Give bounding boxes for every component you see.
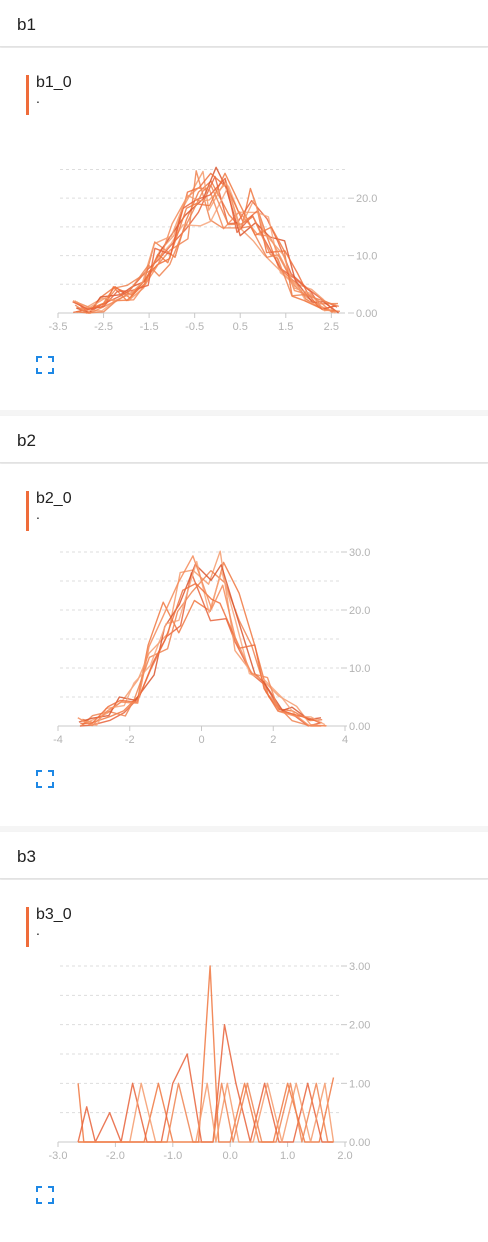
histogram-chart-b3: -3.0 -2.0 -1.0 0.0 1.0 2.00.00 1.00 2.00 3.00 — [49, 961, 371, 1162]
series-line — [76, 172, 340, 312]
chart-tag-title: b1_0 — [36, 74, 72, 91]
chart-card-b3: b3_0 . -3.0 -2.0 -1.0 0.0 1.0 2.0 0.00 1.00 2.00… — [0, 880, 488, 1242]
x-tick-label: -2 — [125, 734, 135, 746]
y-tick-label: 30.0 — [349, 547, 370, 559]
histogram-chart-b2: -4 -2 0 2 40.00 10.0 20.0 30.0 — [53, 547, 370, 746]
x-tick-label: -4 — [53, 734, 63, 746]
chart-tag-title: b2_0 — [36, 490, 72, 507]
y-tick-label: 2.00 — [349, 1020, 370, 1032]
chart-tag-subtitle: . — [36, 90, 40, 106]
section-title: b1 — [17, 15, 36, 34]
expand-icon[interactable] — [36, 1186, 54, 1204]
x-tick-label: -0.5 — [185, 321, 204, 333]
x-tick-label: 1.5 — [278, 321, 293, 333]
tag-color-bar — [26, 75, 29, 115]
series-line — [74, 184, 340, 314]
y-tick-label: 20.0 — [349, 605, 370, 617]
chart-tag-title: b3_0 — [36, 906, 72, 923]
x-tick-label: -2.5 — [94, 321, 113, 333]
chart-tag-subtitle: . — [36, 922, 40, 938]
y-tick-label: 1.00 — [349, 1078, 370, 1090]
expand-icon[interactable] — [36, 770, 54, 788]
y-tick-label: 3.00 — [349, 961, 370, 973]
x-tick-label: 4 — [342, 734, 348, 746]
chart-tag-subtitle: . — [36, 506, 40, 522]
y-tick-label: 0.00 — [356, 308, 377, 320]
series-line — [78, 563, 322, 723]
tag-color-bar — [26, 907, 29, 947]
x-tick-label: 0.5 — [233, 321, 248, 333]
x-tick-label: -3.5 — [49, 321, 68, 333]
y-tick-label: 10.0 — [356, 251, 377, 263]
x-tick-label: -1.5 — [140, 321, 159, 333]
x-tick-label: 0.0 — [223, 1150, 238, 1162]
series-line — [76, 187, 333, 314]
x-tick-label: 2.0 — [337, 1150, 352, 1162]
expand-icon[interactable] — [36, 356, 54, 374]
section-title: b2 — [17, 431, 36, 450]
x-tick-label: 2.5 — [324, 321, 339, 333]
x-tick-label: 2 — [270, 734, 276, 746]
section-title: b3 — [17, 847, 36, 866]
x-tick-label: 0 — [198, 734, 204, 746]
y-tick-label: 20.0 — [356, 193, 377, 205]
series-line — [72, 177, 337, 310]
series-line — [78, 1082, 334, 1143]
x-tick-label: -3.0 — [49, 1150, 68, 1162]
section-header-b1[interactable]: b1 — [0, 0, 488, 47]
y-tick-label: 0.00 — [349, 721, 370, 733]
series-line — [73, 172, 334, 314]
chart-card-b1: b1_0 . -3.5 -2.5 -1.5 -0.5 0.5 1.5 2.5 0.00 10.0… — [0, 48, 488, 410]
y-tick-label: 10.0 — [349, 663, 370, 675]
x-tick-label: 1.0 — [280, 1150, 295, 1162]
tag-color-bar — [26, 491, 29, 531]
series-line — [76, 166, 340, 314]
section-header-b2[interactable]: b2 — [0, 416, 488, 463]
y-tick-label: 0.00 — [349, 1137, 370, 1149]
x-tick-label: -2.0 — [106, 1150, 125, 1162]
series-line — [72, 182, 333, 312]
section-header-b3[interactable]: b3 — [0, 832, 488, 879]
x-tick-label: -1.0 — [163, 1150, 182, 1162]
series-line — [77, 555, 327, 727]
histogram-chart-b1: -3.5 -2.5 -1.5 -0.5 0.5 1.5 2.5 0.00 10.0 20.0 — [49, 166, 377, 333]
series-line — [80, 560, 326, 727]
chart-card-b2: b2_0 . -4 -2 0 2 4 0.00 10.0 20.0 30.0 — [0, 464, 488, 826]
